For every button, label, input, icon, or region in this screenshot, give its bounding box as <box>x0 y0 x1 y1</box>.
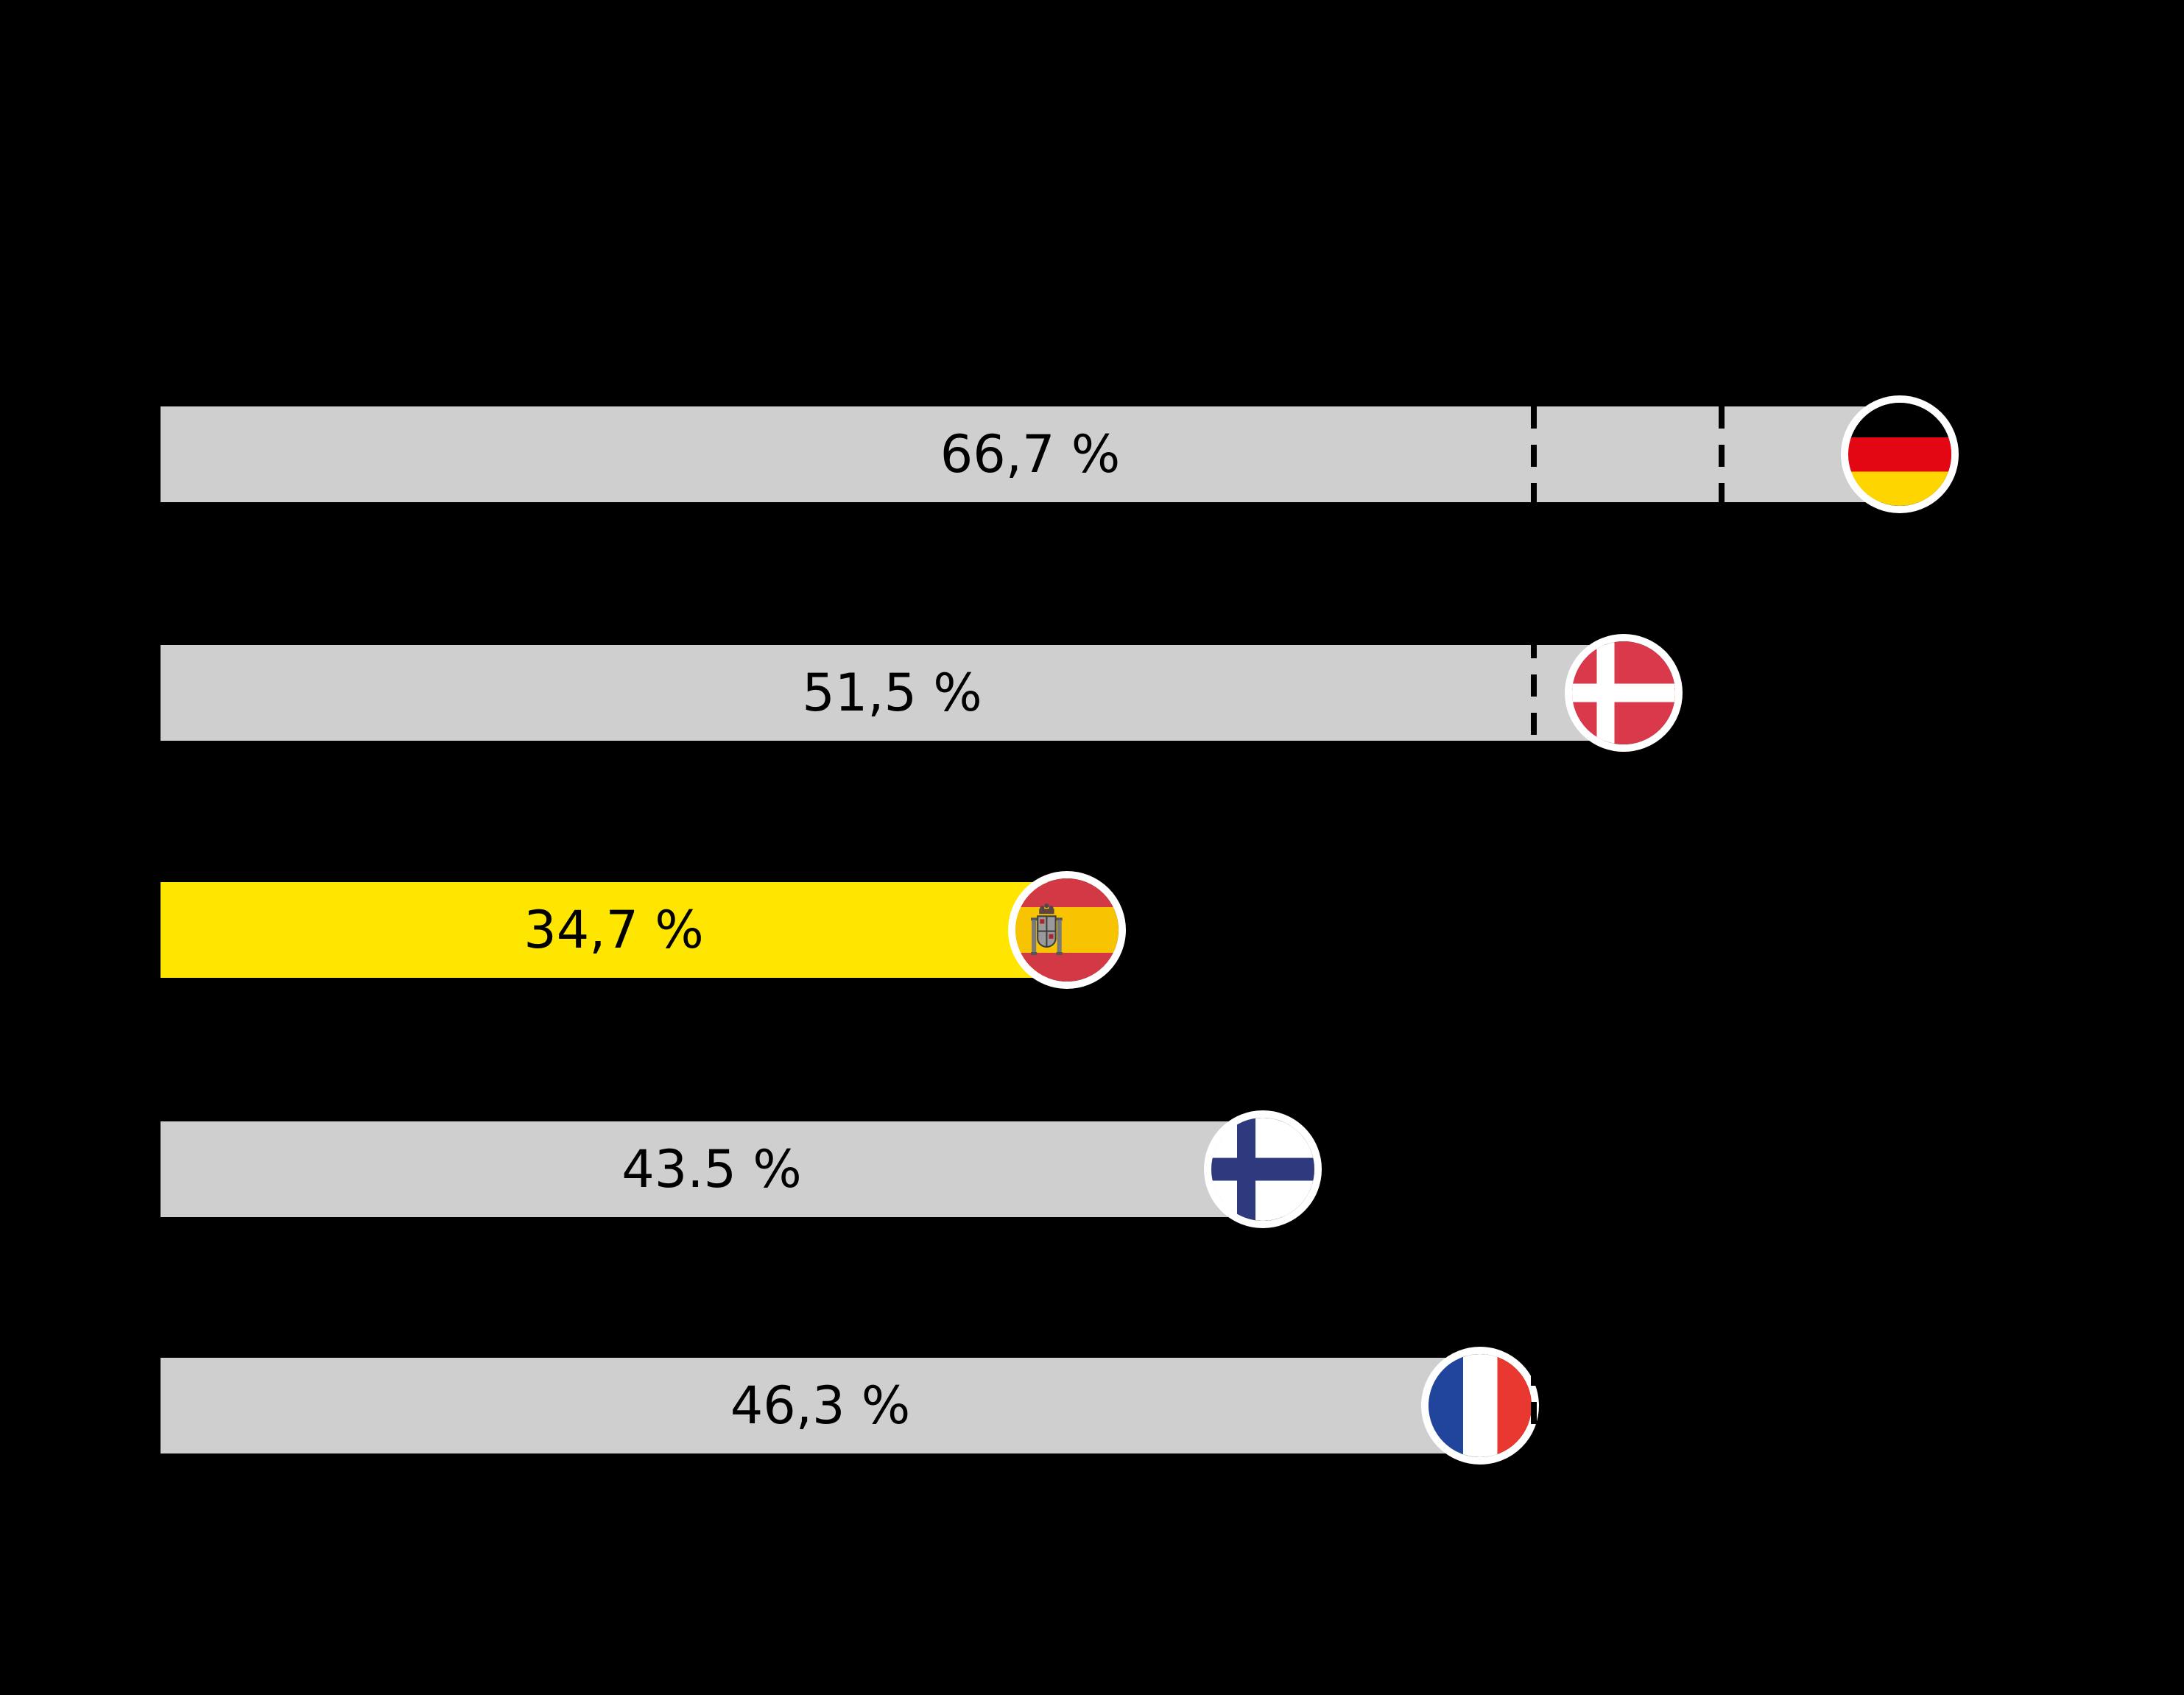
france-flag-stripes <box>1429 1354 1532 1457</box>
reference-line-dashed <box>1531 406 1537 1465</box>
denmark-flag-cross <box>1572 641 1675 744</box>
finland-flag-icon <box>1204 1110 1322 1228</box>
spain-coat-of-arms <box>1030 903 1063 956</box>
bar <box>161 882 1067 978</box>
denmark-flag-icon <box>1565 634 1683 752</box>
finland-flag-cross <box>1211 1118 1314 1221</box>
bar <box>161 645 1624 741</box>
reference-line-dashed <box>1719 406 1725 1465</box>
germany-flag-icon <box>1841 395 1959 513</box>
bar <box>161 1121 1263 1217</box>
bar <box>161 406 1900 502</box>
bar <box>161 1358 1480 1453</box>
france-flag-icon <box>1421 1347 1539 1465</box>
spain-flag-icon <box>1008 871 1126 989</box>
germany-flag-stripes <box>1848 403 1951 506</box>
